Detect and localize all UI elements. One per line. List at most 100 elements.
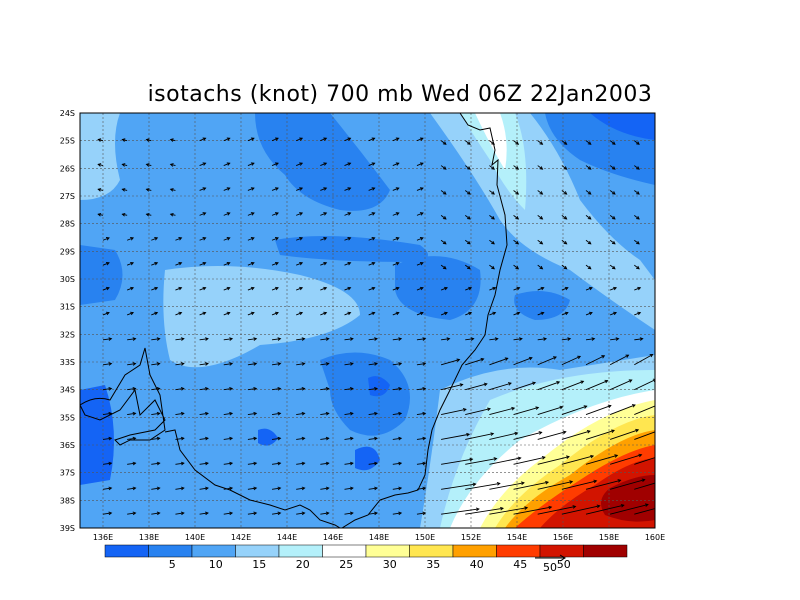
wind-vector-head [604, 379, 609, 384]
wind-vector [320, 338, 329, 341]
wind-vector-head [371, 187, 376, 191]
wind-vector-head [347, 212, 352, 216]
wind-vector [102, 287, 110, 291]
wind-vector [175, 363, 184, 366]
wind-vector [634, 140, 640, 145]
wind-vector-head [275, 286, 279, 291]
wind-vector-head [493, 457, 498, 461]
wind-vector-head [180, 436, 185, 441]
wind-vector-head [422, 511, 427, 516]
wind-vector [634, 287, 641, 291]
wind-vector [464, 165, 471, 170]
wind-vector [634, 405, 655, 415]
wind-vector-head [419, 311, 424, 316]
wind-vector [151, 462, 160, 465]
wind-vector [441, 408, 467, 416]
wind-vector [634, 190, 640, 195]
wind-vector-head [130, 261, 135, 266]
wind-vector [199, 388, 209, 391]
wind-vector-head [468, 286, 473, 291]
wind-vector [320, 137, 327, 142]
wind-vector [151, 363, 160, 366]
wind-vector-head [349, 337, 354, 341]
reference-vector-label: 50 [543, 561, 557, 574]
wind-vector-head [253, 386, 258, 391]
wind-vector [271, 412, 281, 416]
wind-vector [392, 287, 399, 291]
wind-vector-head [349, 511, 354, 516]
wind-vector-head [543, 337, 548, 341]
wind-vector-head [419, 137, 424, 141]
wind-vector [320, 212, 327, 216]
wind-vector [416, 388, 426, 391]
wind-vector-head [325, 436, 330, 441]
wind-vector-head [250, 261, 255, 266]
wind-vector-head [301, 411, 306, 416]
latitude-label: 27S [60, 192, 75, 201]
wind-vector-head [205, 486, 209, 491]
wind-vector-head [132, 511, 137, 516]
wind-vector [610, 454, 642, 465]
wind-vector [634, 215, 640, 220]
wind-vector-head [467, 166, 471, 170]
wind-vector [368, 262, 375, 266]
wind-vector [296, 388, 305, 391]
wind-vector [175, 437, 184, 440]
wind-vector [127, 462, 136, 465]
wind-vector-head [371, 311, 376, 316]
wind-vector [464, 215, 471, 220]
wind-vector [199, 412, 209, 416]
wind-vector-head [475, 507, 480, 512]
colorbar-swatch [104, 544, 149, 558]
wind-vector-head [518, 337, 523, 341]
wind-vector-head [323, 311, 328, 316]
wind-vector-head [132, 386, 137, 391]
wind-vector [634, 457, 655, 465]
wind-vector-head [636, 141, 640, 145]
wind-vector-head [446, 337, 451, 341]
wind-vector [296, 162, 303, 166]
wind-vector-head [121, 163, 126, 167]
wind-vector [585, 215, 592, 220]
wind-vector [223, 487, 233, 490]
wind-vector [247, 237, 255, 241]
wind-vector-head [583, 405, 588, 409]
wind-vector [537, 312, 544, 316]
wind-vector-head [563, 141, 568, 145]
wind-vector-head [398, 362, 403, 366]
wind-vector [368, 237, 375, 241]
wind-vector-head [347, 137, 352, 141]
wind-vector-head [169, 138, 174, 142]
wind-vector [344, 388, 353, 391]
wind-vector-head [97, 188, 102, 192]
wind-vector-head [539, 141, 544, 145]
wind-vector-head [226, 212, 231, 216]
wind-vector [609, 140, 616, 145]
wind-vector [561, 338, 571, 341]
wind-vector [585, 430, 615, 440]
wind-vector-head [253, 486, 258, 491]
wind-vector-head [669, 503, 672, 506]
wind-vector-head [422, 436, 427, 441]
wind-vector-head [347, 162, 352, 166]
longitude-label: 146E [323, 533, 343, 542]
wind-vector-head [325, 386, 330, 391]
wind-vector-head [641, 478, 646, 483]
wind-vector [102, 237, 110, 241]
latitude-label: 33S [60, 358, 75, 367]
wind-vector-head [644, 503, 649, 507]
wind-vector [634, 338, 643, 341]
longitude-label: 154E [507, 533, 527, 542]
wind-vector-head [524, 506, 529, 510]
wind-vector-head [180, 461, 185, 466]
wind-vector [368, 487, 378, 490]
wind-vector [513, 338, 523, 341]
colorbar-label: 45 [513, 558, 527, 571]
wind-vector-head [422, 337, 427, 341]
wind-vector [344, 312, 351, 316]
wind-vector [368, 187, 375, 191]
wind-vector [513, 456, 545, 465]
wind-vector-head [132, 436, 137, 441]
wind-vector [392, 437, 402, 440]
wind-vector [585, 338, 595, 341]
